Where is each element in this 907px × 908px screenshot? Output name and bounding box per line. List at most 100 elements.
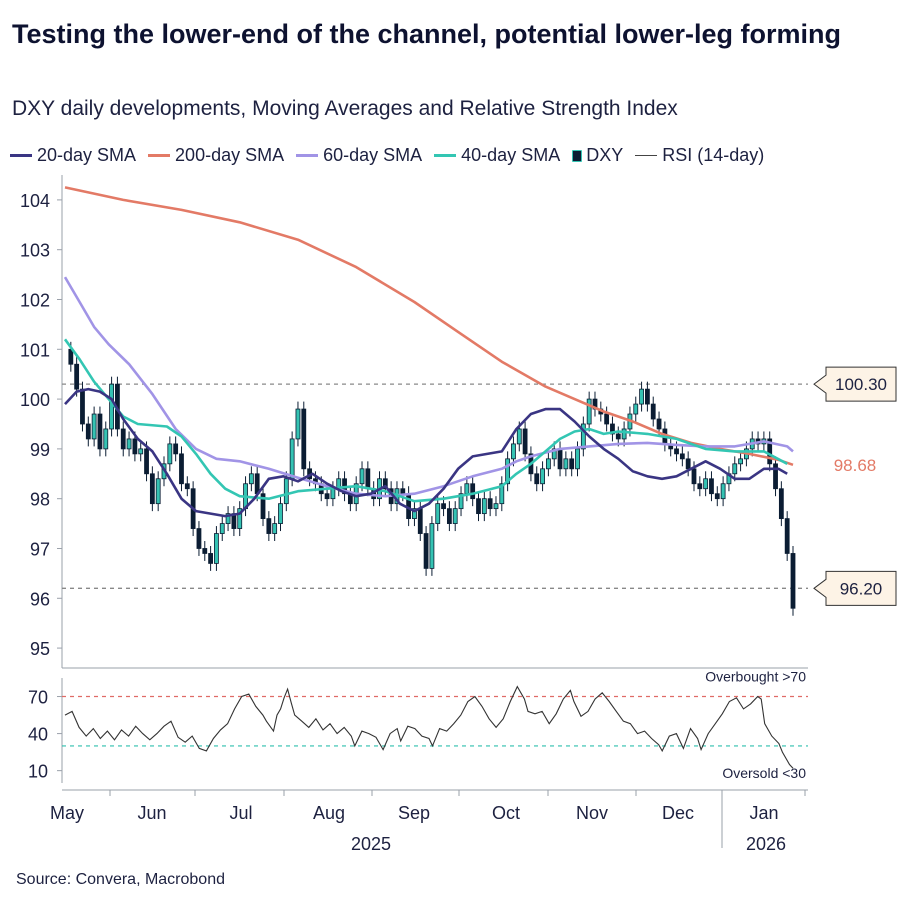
legend-label-60-day-sma: 60-day SMA	[323, 145, 423, 165]
legend-swatch-20-day-sma	[10, 154, 32, 157]
legend-swatch-rsi	[635, 154, 658, 157]
rsi-panel-group: 10 40 70 Overbought >70 Oversold <30	[28, 669, 808, 783]
rsi-oversold-label: Oversold <30	[722, 765, 806, 781]
dxy-candle-body	[545, 458, 551, 470]
legend-swatch-60-day-sma	[296, 154, 319, 157]
legend-label-20-day-sma: 20-day SMA	[37, 145, 137, 165]
x-month-label-jun: Jun	[137, 803, 166, 823]
dxy-candle-body	[260, 493, 266, 520]
dxy-candle-body	[481, 498, 487, 515]
dxy-candle-body	[97, 413, 103, 450]
legend-item-60-day-sma: 60-day SMA	[296, 145, 422, 166]
dxy-candle-body	[68, 348, 74, 365]
rsi-y-tick-label-70: 70	[28, 688, 48, 708]
dxy-candle-body	[266, 518, 272, 534]
source-note: Source: Convera, Macrobond	[16, 871, 225, 888]
dxy-candle-body	[359, 468, 365, 485]
legend-item-rsi: RSI (14-day)	[635, 145, 764, 166]
dxy-candle-body	[196, 528, 202, 549]
y-tick-label-98: 98	[30, 490, 50, 510]
dxy-candle-body	[423, 533, 429, 569]
legend-item-dxy: DXY	[572, 145, 623, 166]
y-tick-label-96: 96	[30, 589, 50, 609]
rsi-line	[64, 685, 794, 769]
dxy-candle-body	[85, 423, 91, 440]
dxy-candle-body	[272, 523, 278, 534]
dxy-candle-body	[487, 498, 493, 510]
dxy-candle-body	[476, 498, 481, 515]
dxy-candle-body	[621, 428, 627, 440]
y-tick-label-100: 100	[20, 390, 50, 410]
dxy-candle-body	[464, 483, 470, 495]
legend-item-40-day-sma: 40-day SMA	[434, 145, 560, 166]
dxy-candle-body	[208, 553, 214, 564]
dxy-candle-body	[714, 493, 720, 500]
dxy-candle-body	[103, 428, 109, 450]
dxy-candle-body	[511, 443, 516, 460]
x-year-label-2026: 2026	[746, 834, 786, 854]
x-year-label-2025: 2025	[351, 834, 391, 854]
legend-item-200-day-sma: 200-day SMA	[148, 145, 284, 166]
dxy-candle-body	[551, 448, 557, 460]
y-tick-label-95: 95	[30, 639, 50, 659]
x-month-label-may: May	[50, 803, 84, 823]
dxy-candle-body	[639, 388, 644, 405]
rsi-overbought-label: Overbought >70	[705, 669, 806, 685]
dxy-candle-body	[184, 483, 190, 490]
last-value-label-200-day-sma: 98.68	[834, 456, 877, 475]
legend: 20-day SMA 200-day SMA 60-day SMA 40-day…	[10, 145, 776, 166]
dxy-candle-body	[214, 533, 219, 564]
dxy-candle-body	[237, 508, 243, 529]
x-month-label-oct: Oct	[492, 803, 520, 823]
dxy-candle-body	[505, 458, 511, 485]
x-month-label-jan: Jan	[749, 803, 778, 823]
dxy-candle-body	[604, 413, 610, 425]
dxy-candle-body	[446, 508, 452, 524]
dxy-candle-body	[155, 478, 161, 505]
ref-callout-100.30	[813, 366, 897, 402]
y-tick-label-104: 104	[20, 191, 50, 211]
dxy-candle-body	[179, 453, 184, 485]
dxy-candle-body	[790, 553, 796, 609]
dxy-candle-body	[412, 508, 417, 520]
legend-label-200-day-sma: 200-day SMA	[175, 145, 285, 165]
dxy-candle-body	[516, 428, 522, 445]
chart-subtitle: DXY daily developments, Moving Averages …	[12, 97, 678, 120]
dxy-candle-body	[225, 513, 231, 524]
dxy-candle-body	[295, 408, 301, 440]
dxy-candle-body	[784, 518, 790, 554]
dxy-candle-body	[697, 483, 703, 490]
dxy-candle-body	[91, 413, 97, 440]
legend-label-dxy: DXY	[586, 145, 624, 165]
dxy-candle-body	[74, 363, 80, 390]
dxy-candles-group	[68, 341, 796, 616]
dxy-candle-body	[534, 473, 540, 485]
dxy-candle-body	[283, 478, 289, 505]
ref-callout-label-100.30: 100.30	[835, 375, 887, 394]
dxy-candle-body	[149, 473, 155, 505]
dxy-candle-body	[493, 503, 499, 510]
legend-swatch-40-day-sma	[434, 154, 457, 157]
dxy-candle-body	[324, 493, 330, 500]
dxy-candle-body	[330, 488, 336, 500]
dxy-candle-body	[575, 448, 580, 470]
legend-swatch-dxy	[572, 149, 583, 162]
ref-callout-label-96.20: 96.20	[840, 579, 883, 598]
dxy-candle-body	[685, 458, 691, 470]
dxy-candle-body	[429, 523, 435, 569]
dxy-candle-body	[441, 503, 446, 510]
dxy-candle-body	[289, 438, 295, 480]
dxy-candle-body	[470, 483, 476, 500]
dxy-candle-body	[778, 488, 784, 520]
dxy-candle-body	[499, 483, 505, 505]
dxy-candle-body	[417, 508, 423, 534]
dxy-candle-body	[522, 428, 528, 455]
dxy-candle-body	[202, 548, 208, 554]
series-line-200-day-sma	[64, 186, 794, 467]
dxy-candle-body	[382, 478, 388, 490]
legend-label-rsi: RSI (14-day)	[662, 145, 765, 165]
dxy-candle-body	[610, 423, 615, 435]
dxy-candle-body	[173, 443, 179, 455]
x-month-label-sep: Sep	[398, 803, 430, 823]
dxy-candle-body	[278, 503, 283, 524]
